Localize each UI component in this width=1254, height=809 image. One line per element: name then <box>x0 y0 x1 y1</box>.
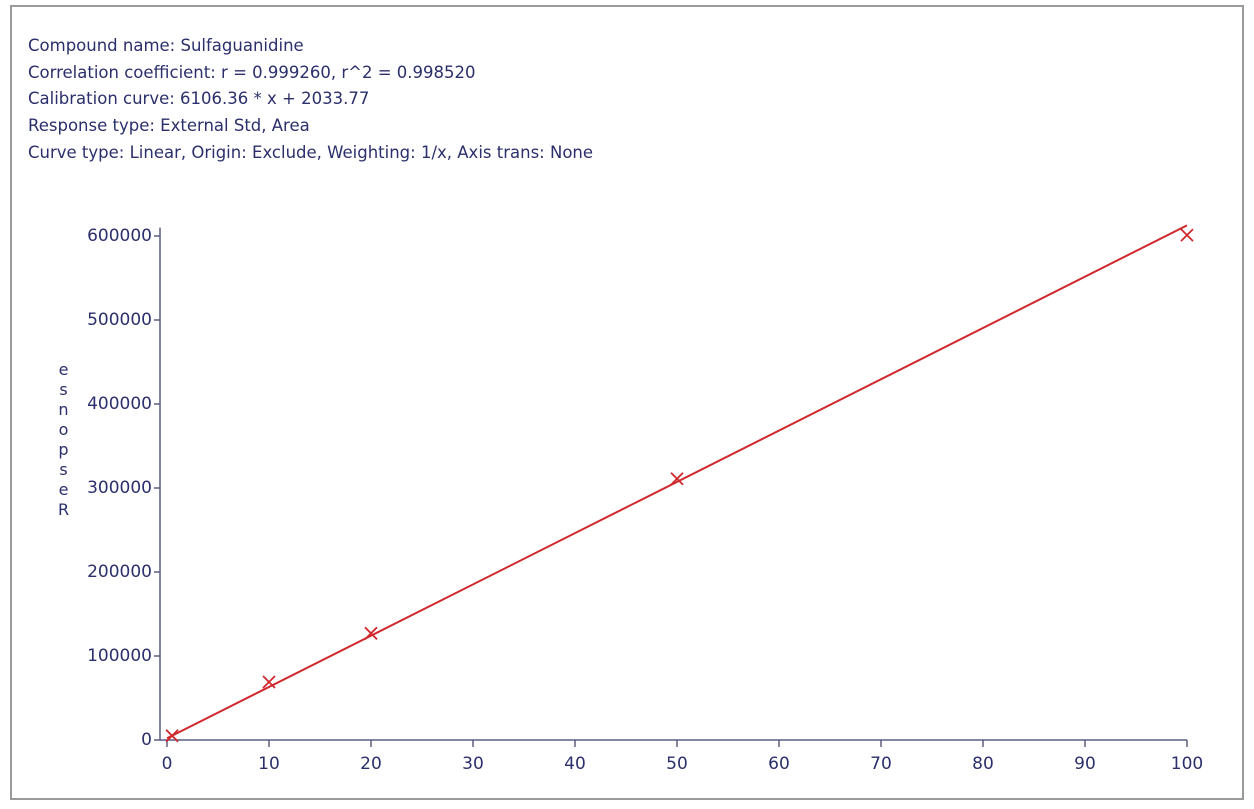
x-tick-label: 50 <box>666 754 688 774</box>
x-tick-label: 80 <box>972 754 994 774</box>
y-tick-label: 500000 <box>87 310 152 330</box>
annotation: Response type: External Std, Area <box>28 116 310 136</box>
y-axis-label: Response <box>54 360 73 520</box>
x-tick-label: 40 <box>564 754 586 774</box>
header: Compound name: Sulfaguanidine Correlatio… <box>28 33 593 167</box>
point <box>165 729 179 743</box>
fit-line <box>166 224 1188 740</box>
x-tick-label: 90 <box>1074 754 1096 774</box>
x-tick-label: 30 <box>462 754 484 774</box>
y-tick-label: 100000 <box>87 646 152 666</box>
x-tick-label: 10 <box>258 754 280 774</box>
point <box>1180 228 1194 242</box>
y-tick-label: 400000 <box>87 394 152 414</box>
annotation: Correlation coefficient: r = 0.999260, r… <box>28 62 476 82</box>
y-tick-label: 600000 <box>87 226 152 246</box>
x-tick-label: 70 <box>870 754 892 774</box>
frame <box>10 5 1244 800</box>
point <box>364 626 378 640</box>
title: Compound name: Sulfaguanidine <box>28 36 304 55</box>
y-tick-label: 300000 <box>87 478 152 498</box>
x-tick-label: 100 <box>1171 754 1203 774</box>
point <box>262 675 276 689</box>
point <box>670 472 684 486</box>
annotation: Calibration curve: 6106.36 * x + 2033.77 <box>28 89 370 109</box>
y-tick-label: 200000 <box>87 562 152 582</box>
annotation: Curve type: Linear, Origin: Exclude, Wei… <box>28 142 594 162</box>
x-tick-label: 0 <box>162 754 173 774</box>
y-tick-label: 0 <box>141 730 152 750</box>
x-tick-label: 20 <box>360 754 382 774</box>
x-tick-label: 60 <box>768 754 790 774</box>
